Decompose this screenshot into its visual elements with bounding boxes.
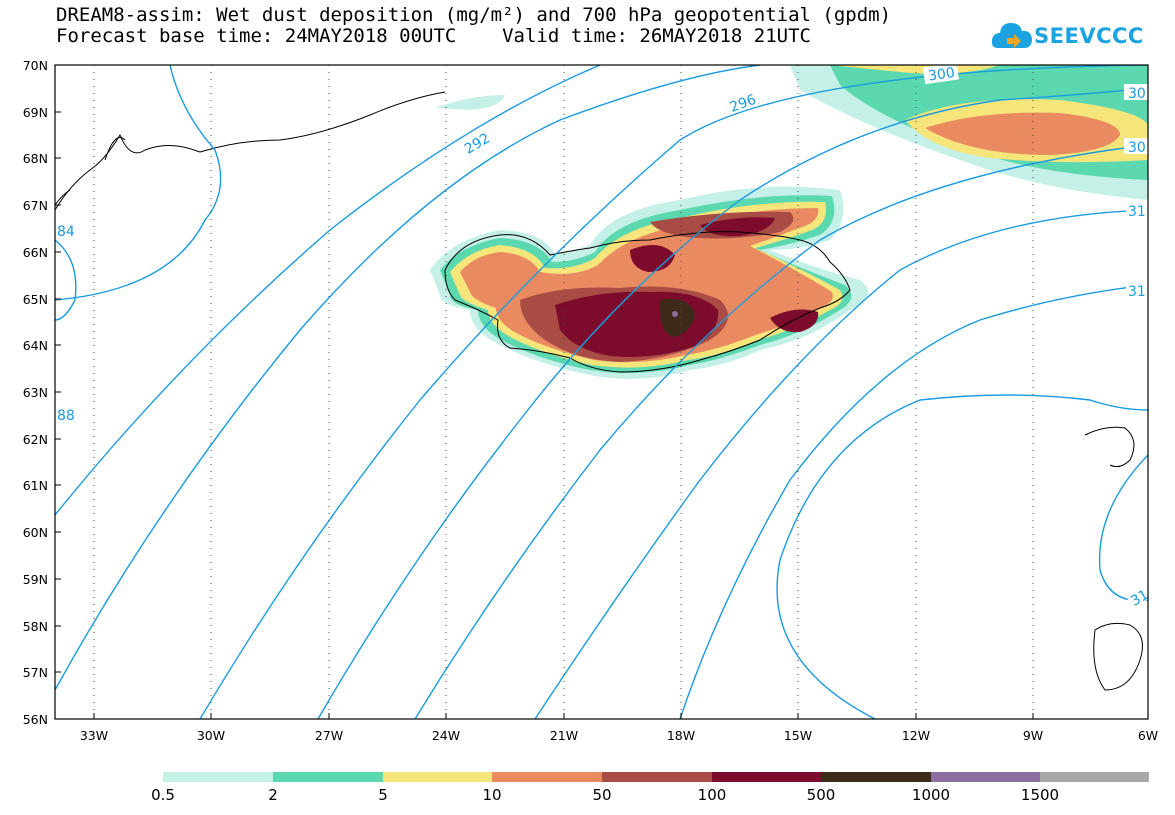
legend-swatch [712,772,821,782]
lon-label: 15W [784,728,812,743]
lat-label: 69N [23,105,48,120]
legend-label: 0.5 [151,786,175,804]
lat-label: 64N [23,338,48,353]
contour-label: 88 [57,408,75,424]
legend-swatch [163,772,273,782]
logo-text: SEEVCCC [1034,24,1144,48]
lat-label: 68N [23,151,48,166]
contour-label: 31 [1128,587,1151,610]
seevccc-logo: SEEVCCC [990,14,1143,58]
geopotential-contours [55,65,1148,719]
lat-label: 59N [23,572,48,587]
lat-label: 60N [23,525,48,540]
lon-label: 27W [315,728,343,743]
lon-label: 6W [1138,728,1158,743]
lat-label: 61N [23,478,48,493]
lon-label: 18W [667,728,695,743]
lon-label: 9W [1023,728,1043,743]
lat-label: 63N [23,385,48,400]
coastlines [55,91,1143,691]
legend-swatch [1040,772,1149,782]
legend-swatch [383,772,492,782]
contour-labels: 296 300 30 30 292 31 31 84 88 31 [56,65,1151,610]
color-legend: 0.5 2 5 10 50 100 500 1000 1500 [151,772,1149,804]
contour-label: 84 [57,224,75,240]
legend-label: 1500 [1021,786,1059,804]
dust-deposition-iceland [430,186,868,379]
contour-label: 31 [1128,284,1146,300]
lat-label: 62N [23,432,48,447]
meridian-grid [93,65,1034,719]
contour-label: 296 [728,92,759,116]
legend-label: 100 [698,786,727,804]
lon-label: 30W [197,728,225,743]
lat-label: 65N [23,292,48,307]
contour-label: 300 [927,65,956,85]
lat-label: 67N [23,198,48,213]
lat-label: 57N [23,665,48,680]
contour-label: 30 [1128,140,1146,156]
lon-label: 21W [550,728,578,743]
lat-label: 66N [23,245,48,260]
legend-label: 2 [268,786,278,804]
legend-label: 500 [807,786,836,804]
contour-label: 30 [1128,86,1146,102]
lat-label: 70N [23,58,48,73]
cloud-icon [991,23,1032,48]
contour-label: 31 [1128,204,1146,220]
latitude-axis: 70N 69N 68N 67N 66N 65N 64N 63N 62N 61N … [23,58,61,727]
longitude-axis: 33W 30W 27W 24W 21W 18W 15W 12W 9W 6W [80,713,1158,743]
legend-swatch [273,772,383,782]
map-title: DREAM8-assim: Wet dust deposition (mg/m²… [56,4,892,26]
plot-area: 296 300 30 30 292 31 31 84 88 31 [55,65,1151,719]
legend-label: 10 [482,786,501,804]
legend-swatch [931,772,1040,782]
forecast-times: Forecast base time: 24MAY2018 00UTC Vali… [56,25,811,47]
lat-label: 58N [23,619,48,634]
legend-swatch [602,772,712,782]
legend-label: 50 [592,786,611,804]
lon-label: 24W [432,728,460,743]
lon-label: 12W [902,728,930,743]
legend-label: 1000 [912,786,950,804]
legend-swatch [492,772,602,782]
legend-swatch [821,772,931,782]
lat-label: 56N [23,712,48,727]
lon-label: 33W [80,728,108,743]
legend-label: 5 [378,786,388,804]
dust-deposition-ne-band [435,65,1148,200]
